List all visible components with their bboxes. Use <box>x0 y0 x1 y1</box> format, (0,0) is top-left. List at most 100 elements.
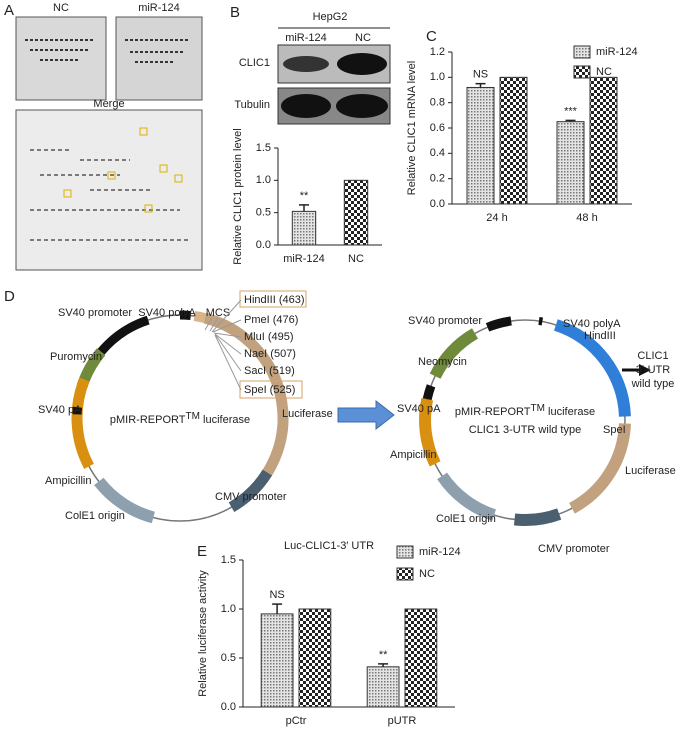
y-tick-label: 0.5 <box>221 652 236 664</box>
feature-label: SV40 polyA <box>138 307 196 319</box>
y-tick-label: 0.0 <box>430 198 445 210</box>
plasmid-feature <box>489 316 512 331</box>
feature-label: Ampicillin <box>45 475 91 487</box>
gel-image <box>15 16 107 101</box>
significance-label: NS <box>269 589 284 601</box>
legend-label: miR-124 <box>596 46 638 58</box>
feature-label: Ampicillin <box>390 449 436 461</box>
callout: CLIC1 <box>637 350 668 362</box>
plasmid-feature <box>203 312 289 511</box>
plasmid-feature <box>429 328 479 379</box>
plasmid-feature <box>513 508 562 526</box>
feature-label: Luciferase <box>282 408 333 420</box>
bar <box>404 608 438 708</box>
legend-swatch <box>573 45 591 59</box>
bar <box>499 76 528 205</box>
panel-label: A <box>4 2 14 19</box>
feature-label: ColE1 origin <box>65 510 125 522</box>
y-tick-label: 0.0 <box>256 239 271 251</box>
bar <box>291 210 317 246</box>
y-tick-label: 0.8 <box>430 97 445 109</box>
bar <box>260 613 294 708</box>
y-axis-label: Relative CLIC1 protein level <box>232 128 244 264</box>
legend-swatch <box>396 545 414 559</box>
blot-cell-line: HepG2 <box>313 11 348 23</box>
x-tick-label: 48 h <box>576 212 597 224</box>
feature-label: Luciferase <box>625 465 676 477</box>
plasmid-feature <box>538 317 544 326</box>
plasmid-feature <box>71 377 94 469</box>
significance-label: ** <box>300 190 309 202</box>
plasmid-feature <box>422 384 436 401</box>
y-tick-label: 0.2 <box>430 173 445 185</box>
panel-label: C <box>426 28 437 45</box>
feature-label: SV40 promoter <box>408 315 482 327</box>
arrow <box>337 399 395 431</box>
gel-label: miR-124 <box>138 2 180 14</box>
feature-label: SpeI <box>603 424 626 436</box>
y-tick-label: 0.5 <box>256 207 271 219</box>
gel-image <box>15 109 203 271</box>
plasmid-feature <box>72 406 83 415</box>
gel-label: NC <box>53 2 69 14</box>
plasmid-name: pMIR-REPORTTM luciferase <box>110 411 250 426</box>
gel-image <box>115 16 203 101</box>
legend-swatch <box>396 567 414 581</box>
feature-label: HindIII (463) <box>244 294 305 306</box>
feature-label: Neomycin <box>418 356 467 368</box>
blot-lane: NC <box>355 32 371 44</box>
y-tick-label: 1.0 <box>221 603 236 615</box>
bar <box>298 608 332 708</box>
y-axis-label: Relative luciferase activity <box>197 570 209 697</box>
plasmid-feature <box>97 315 150 355</box>
plasmid-feature <box>553 319 631 417</box>
gel-images <box>15 16 203 271</box>
bar <box>589 76 618 205</box>
plasmid-maps <box>71 310 631 526</box>
charts: 0.0 0.5 1.0 1.5 Relative CLIC1 protein level… <box>197 45 638 727</box>
feature-label: SV40 promoter <box>58 307 132 319</box>
y-tick-label: 1.2 <box>430 46 445 58</box>
feature-label: CMV promoter <box>215 491 287 503</box>
feature-label: ColE1 origin <box>436 513 496 525</box>
callout: wild type <box>631 378 675 390</box>
bar <box>366 666 400 708</box>
plasmid-feature <box>437 472 497 521</box>
feature-label: Puromycin <box>50 351 102 363</box>
feature-label: NaeI (507) <box>244 348 296 360</box>
y-tick-label: 1.0 <box>430 71 445 83</box>
y-tick-label: 0.4 <box>430 147 445 159</box>
feature-label: SV40 polyA <box>563 318 621 330</box>
blot-protein: CLIC1 <box>239 57 270 69</box>
plasmid-feature <box>228 469 273 512</box>
bar <box>556 121 585 205</box>
callout: 3′-UTR <box>636 364 671 376</box>
y-tick-label: 1.0 <box>256 174 271 186</box>
plasmid-insert: CLIC1 3-UTR wild type <box>469 424 581 436</box>
plasmid-feature <box>179 310 192 321</box>
feature-label: SacI (519) <box>244 365 295 377</box>
blot-protein: Tubulin <box>234 99 270 111</box>
panel-label: D <box>4 288 15 305</box>
x-tick-label: 24 h <box>486 212 507 224</box>
feature-label: MluI (495) <box>244 331 294 343</box>
feature-label: SV40 pA <box>397 403 441 415</box>
bar <box>466 86 495 205</box>
x-tick-label: NC <box>348 253 364 265</box>
legend-label: NC <box>419 568 435 580</box>
blot-lane: miR-124 <box>285 32 327 44</box>
feature-label: SpeI (525) <box>244 384 295 396</box>
gel-label: Merge <box>93 98 124 110</box>
plasmid-feature <box>419 397 441 467</box>
significance-label: NS <box>473 69 488 81</box>
y-tick-label: 1.5 <box>221 554 236 566</box>
x-tick-label: pUTR <box>388 715 417 727</box>
legend-label: miR-124 <box>419 546 461 558</box>
y-tick-label: 0.0 <box>221 701 236 713</box>
feature-label: SV40 pA <box>38 404 82 416</box>
blot-image <box>277 44 391 125</box>
significance-label: ** <box>379 649 388 661</box>
x-tick-label: miR-124 <box>283 253 325 265</box>
